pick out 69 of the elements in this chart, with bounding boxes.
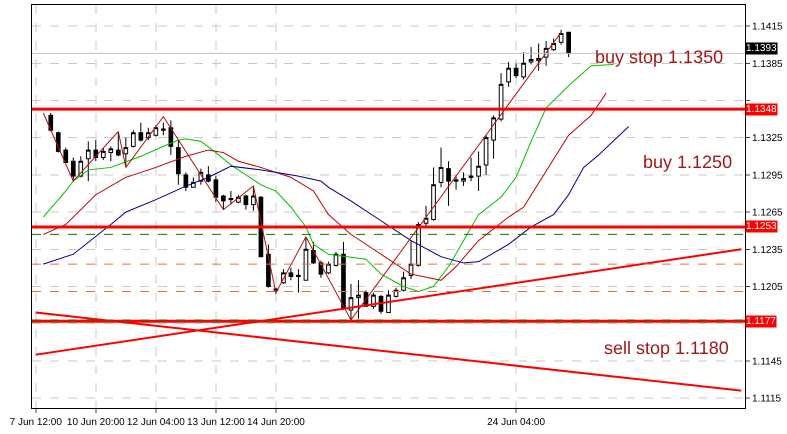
candlestick xyxy=(536,42,541,72)
candlestick xyxy=(454,174,458,190)
candlestick xyxy=(70,157,76,182)
y-tick-label: 1.1415 xyxy=(752,22,784,33)
annotation: buy 1.1250 xyxy=(643,152,732,172)
candlestick xyxy=(228,190,234,206)
y-tick-label: 1.1265 xyxy=(752,208,784,219)
candlestick xyxy=(461,172,466,187)
candlestick xyxy=(438,147,444,188)
candlestick xyxy=(176,140,181,186)
candlestick xyxy=(476,150,481,192)
y-tick-label: 1.1295 xyxy=(752,170,784,182)
line-series xyxy=(42,126,630,265)
candlestick xyxy=(491,114,496,160)
candlestick xyxy=(168,120,174,156)
annotation: sell stop 1.1180 xyxy=(604,338,729,358)
candlestick xyxy=(244,194,248,210)
candlestick xyxy=(484,134,488,176)
x-tick-label: 10 Jun 20:00 xyxy=(66,417,126,428)
candlestick xyxy=(506,62,511,88)
candlestick xyxy=(116,130,121,157)
x-tick-label: 7 Jun 12:00 xyxy=(10,417,62,428)
candlestick xyxy=(356,280,361,320)
candlestick xyxy=(184,172,188,192)
candlestick xyxy=(100,147,106,160)
x-tick-label: 14 Jun 20:00 xyxy=(247,417,306,428)
candlestick xyxy=(304,236,308,281)
candlestick xyxy=(311,241,316,265)
y-tick-label: 1.1385 xyxy=(752,58,784,70)
x-tick-label: 12 Jun 04:00 xyxy=(126,417,186,428)
y-tick-label: 1.1205 xyxy=(752,282,784,293)
candlestick xyxy=(288,267,294,281)
ref-line-label: 1.1348 xyxy=(746,104,778,115)
candlestick xyxy=(408,240,414,280)
candlestick xyxy=(138,122,144,142)
candlestick xyxy=(296,268,301,294)
ref-line-label: 1.1393 xyxy=(746,43,778,54)
ref-line-label: 1.1177 xyxy=(746,316,776,327)
ref-line-label: 1.1253 xyxy=(746,221,778,232)
candlestick xyxy=(214,176,218,203)
candlestick xyxy=(161,122,166,136)
candlestick xyxy=(566,32,571,58)
x-tick-label: 13 Jun 12:00 xyxy=(186,417,246,428)
line-series xyxy=(42,92,607,281)
candlestick xyxy=(521,52,526,80)
candlestick xyxy=(431,166,436,222)
candlestick xyxy=(401,271,406,292)
annotation: buy stop 1.1350 xyxy=(595,47,724,67)
candlestick xyxy=(326,261,331,275)
y-tick-label: 1.1325 xyxy=(752,133,784,144)
candlestick xyxy=(86,140,91,182)
candlestick xyxy=(251,186,256,212)
candlestick xyxy=(63,147,68,163)
y-tick-label: 1.1235 xyxy=(752,244,784,256)
candlestick xyxy=(468,157,474,182)
line-series xyxy=(42,32,562,320)
y-tick-label: 1.1145 xyxy=(752,356,782,368)
candlestick xyxy=(558,29,564,46)
candlestick xyxy=(221,194,226,210)
candlestick xyxy=(334,251,338,268)
candlestick xyxy=(130,130,136,148)
candlestick xyxy=(446,160,451,206)
candlestick xyxy=(424,205,428,226)
y-tick-label: 1.1115 xyxy=(752,394,782,405)
candlestick xyxy=(514,62,518,79)
x-tick-label: 24 Jun 04:00 xyxy=(487,417,546,428)
candlestick xyxy=(108,146,114,162)
candlestick xyxy=(123,137,128,168)
candlestick xyxy=(528,46,534,66)
